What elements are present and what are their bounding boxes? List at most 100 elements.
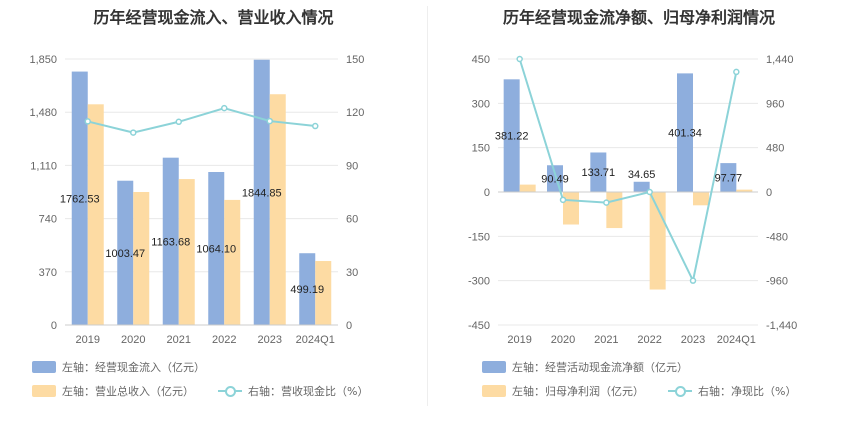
line-point (312, 122, 319, 130)
legend-label: 右轴：营收现金比（%） (248, 385, 369, 398)
y-right-tick-label: 30 (346, 267, 358, 279)
y-left-tick-label: -300 (468, 276, 490, 288)
line-series (87, 107, 316, 134)
bar-series-1 (633, 181, 650, 192)
y-left-tick-label: 0 (484, 187, 490, 199)
x-tick-label: 2019 (507, 334, 531, 346)
bar-series-1 (720, 163, 737, 192)
legend-item-revenue[interactable]: 左轴：营业总收入（亿元） (32, 383, 194, 399)
line-point (603, 199, 610, 206)
y-right-tick-label: 0 (766, 187, 772, 199)
y-right-tick-label: 90 (346, 160, 358, 172)
bar-series-2 (519, 184, 536, 192)
line-point (559, 196, 567, 204)
legend-item-net-cash[interactable]: 左轴：经营活动现金流净额（亿元） (482, 359, 688, 375)
legend-swatch-blue (32, 361, 56, 373)
right-chart-svg: -450 -300 -150 0 150 300 450 -1,440 -960 -480 0 480… (468, 54, 797, 346)
bar-series-2 (606, 192, 623, 229)
line-point (130, 129, 137, 136)
bar-data-label: 401.34 (668, 128, 702, 140)
bar-series-2 (693, 192, 709, 206)
bar-series-2 (87, 104, 104, 325)
y-left-tick-label: 1,480 (29, 107, 57, 119)
line-point (175, 118, 182, 126)
x-tick-label: 2022 (637, 334, 661, 346)
line-series (518, 58, 738, 284)
bar-series-2 (269, 94, 286, 326)
legend-label: 左轴：营业总收入（亿元） (62, 385, 194, 398)
y-right-tick-label: -1,440 (766, 320, 797, 332)
line-point (84, 118, 91, 125)
right-chart-title: 历年经营现金流净额、归母净利润情况 (502, 8, 775, 27)
y-right-tick-label: -960 (766, 276, 788, 288)
y-right-tick-label: 60 (346, 214, 358, 226)
bar-data-label: 1762.53 (60, 193, 100, 205)
bar-series-1 (71, 71, 88, 325)
y-right-tick-label: 960 (766, 98, 784, 110)
legend-label: 左轴：经营现金流入（亿元） (62, 361, 205, 374)
bar-data-label: 1003.47 (105, 248, 145, 260)
line-point (221, 104, 228, 112)
bar-data-label: 97.77 (715, 173, 743, 185)
bar-series-1 (253, 59, 270, 326)
legend-swatch-orange (32, 385, 56, 397)
x-tick-label: 2022 (212, 334, 236, 346)
bar-data-label: 90.49 (541, 174, 569, 186)
y-left-tick-label: 370 (39, 267, 57, 279)
left-chart-title: 历年经营现金流入、营业收入情况 (93, 8, 334, 27)
y-left-tick-label: 1,850 (29, 54, 57, 66)
bar-series-2 (736, 189, 753, 192)
x-tick-label: 2023 (681, 334, 705, 346)
y-left-tick-label: 150 (472, 143, 490, 155)
bar-series-1 (208, 171, 225, 325)
bar-series-1 (677, 73, 693, 192)
bar-series-2 (178, 179, 195, 325)
y-left-tick-label: 450 (472, 54, 490, 66)
bar-series-2 (133, 192, 150, 325)
legend-swatch-line (218, 385, 242, 397)
y-left-tick-label: 300 (472, 98, 490, 110)
bar-data-label: 1064.10 (196, 243, 236, 255)
left-chart-panel: 历年经营现金流入、营业收入情况 0 370 740 1,110 1,480 1,850 0 3… (29, 8, 368, 399)
x-tick-label: 2021 (167, 334, 191, 346)
bar-series-1 (299, 253, 316, 325)
bar-data-label: 133.71 (582, 167, 616, 179)
y-right-tick-label: 0 (346, 320, 352, 332)
bar-data-label: 381.22 (495, 131, 529, 143)
line-point (516, 55, 523, 63)
legend-item-net-ratio[interactable]: 右轴：净现比（%） (668, 383, 796, 399)
bar-series-2 (563, 192, 579, 225)
y-left-tick-label: 1,110 (30, 160, 57, 172)
y-right-tick-label: -480 (766, 231, 788, 243)
y-right-tick-label: 480 (766, 143, 784, 155)
x-tick-label: 2024Q1 (296, 334, 335, 346)
y-left-tick-label: 0 (51, 320, 57, 332)
legend-item-ratio[interactable]: 右轴：营收现金比（%） (218, 383, 368, 399)
line-point (266, 117, 273, 125)
bar-data-label: 1163.68 (151, 236, 190, 248)
legend-swatch-blue (482, 361, 506, 373)
bar-series-1 (503, 79, 520, 192)
left-chart-svg: 0 370 740 1,110 1,480 1,850 0 30 60 90 120 150 2019 2… (29, 54, 364, 346)
x-tick-label: 2024Q1 (717, 334, 756, 346)
legend-label: 右轴：净现比（%） (698, 385, 797, 398)
line-point (646, 188, 653, 196)
legend-swatch-line (668, 385, 692, 397)
y-right-tick-label: 150 (346, 54, 364, 66)
y-left-tick-label: -450 (468, 320, 490, 332)
y-left-tick-label: -150 (468, 231, 490, 243)
bar-series-1 (117, 180, 134, 325)
panel-divider (427, 6, 428, 406)
legend-item-cash-inflow[interactable]: 左轴：经营现金流入（亿元） (32, 359, 205, 375)
x-tick-label: 2020 (551, 334, 575, 346)
x-tick-label: 2019 (76, 334, 100, 346)
x-tick-label: 2020 (121, 334, 145, 346)
legend-item-net-profit[interactable]: 左轴：归母净利润（亿元） (482, 383, 644, 399)
y-right-tick-label: 1,440 (766, 54, 794, 66)
bar-data-label: 34.65 (628, 169, 656, 181)
bar-data-label: 1844.85 (242, 187, 282, 199)
y-right-tick-label: 120 (346, 107, 364, 119)
bar-data-label: 499.19 (290, 284, 324, 296)
x-tick-label: 2021 (594, 334, 618, 346)
